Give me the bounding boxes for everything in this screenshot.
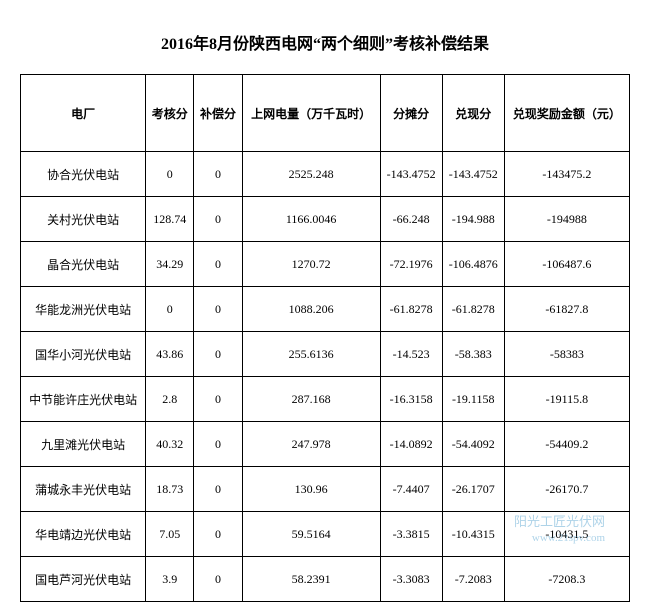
table-cell: 0 [194,332,242,377]
table-cell: -66.248 [380,197,442,242]
column-header: 考核分 [146,75,194,152]
table-cell: -26170.7 [504,467,629,512]
table-cell: 0 [146,152,194,197]
column-header: 电厂 [21,75,146,152]
table-cell: 1166.0046 [242,197,380,242]
table-cell: 255.6136 [242,332,380,377]
table-row: 晶合光伏电站34.2901270.72-72.1976-106.4876-106… [21,242,630,287]
table-cell: -7.4407 [380,467,442,512]
table-cell: 0 [194,377,242,422]
table-cell: 国华小河光伏电站 [21,332,146,377]
table-cell: -143.4752 [442,152,504,197]
table-cell: -194988 [504,197,629,242]
table-cell: -7.2083 [442,557,504,602]
table-cell: 协合光伏电站 [21,152,146,197]
table-row: 九里滩光伏电站40.320247.978-14.0892-54.4092-544… [21,422,630,467]
table-cell: 40.32 [146,422,194,467]
table-cell: 34.29 [146,242,194,287]
table-cell: -58.383 [442,332,504,377]
table-cell: -19.1158 [442,377,504,422]
table-cell: -106487.6 [504,242,629,287]
table-cell: 关村光伏电站 [21,197,146,242]
table-cell: 0 [194,152,242,197]
column-header: 兑现分 [442,75,504,152]
column-header: 分摊分 [380,75,442,152]
table-cell: 3.9 [146,557,194,602]
table-cell: 58.2391 [242,557,380,602]
page-title: 2016年8月份陕西电网“两个细则”考核补偿结果 [20,30,630,54]
table-cell: -54409.2 [504,422,629,467]
table-cell: -194.988 [442,197,504,242]
table-cell: -61.8278 [380,287,442,332]
table-cell: -26.1707 [442,467,504,512]
table-cell: 287.168 [242,377,380,422]
column-header: 补偿分 [194,75,242,152]
table-cell: -143.4752 [380,152,442,197]
table-cell: 中节能许庄光伏电站 [21,377,146,422]
table-cell: 128.74 [146,197,194,242]
table-cell: -7208.3 [504,557,629,602]
table-row: 中节能许庄光伏电站2.80287.168-16.3158-19.1158-191… [21,377,630,422]
table-cell: 0 [194,287,242,332]
table-cell: 华能龙洲光伏电站 [21,287,146,332]
table-row: 协合光伏电站002525.248-143.4752-143.4752-14347… [21,152,630,197]
table-cell: 43.86 [146,332,194,377]
table-cell: -14.0892 [380,422,442,467]
table-cell: 0 [194,197,242,242]
table-cell: 国电芦河光伏电站 [21,557,146,602]
table-cell: 晶合光伏电站 [21,242,146,287]
table-cell: -58383 [504,332,629,377]
table-cell: -106.4876 [442,242,504,287]
table-cell: -3.3815 [380,512,442,557]
table-cell: 0 [194,242,242,287]
table-cell: 7.05 [146,512,194,557]
table-cell: 1270.72 [242,242,380,287]
table-cell: 0 [194,512,242,557]
table-cell: 蒲城永丰光伏电站 [21,467,146,512]
table-cell: -10.4315 [442,512,504,557]
table-cell: -16.3158 [380,377,442,422]
table-row: 华能龙洲光伏电站001088.206-61.8278-61.8278-61827… [21,287,630,332]
table-row: 国电芦河光伏电站3.9058.2391-3.3083-7.2083-7208.3 [21,557,630,602]
table-cell: -61827.8 [504,287,629,332]
table-cell: 0 [194,557,242,602]
table-cell: 247.978 [242,422,380,467]
table-cell: 0 [146,287,194,332]
column-header: 兑现奖励金额（元） [504,75,629,152]
watermark-url: www.21spv.com [532,532,605,544]
table-cell: -14.523 [380,332,442,377]
table-cell: 华电靖边光伏电站 [21,512,146,557]
table-cell: 0 [194,467,242,512]
table-cell: 2.8 [146,377,194,422]
table-cell: -143475.2 [504,152,629,197]
table-cell: 18.73 [146,467,194,512]
column-header: 上网电量（万千瓦时） [242,75,380,152]
table-row: 国华小河光伏电站43.860255.6136-14.523-58.383-583… [21,332,630,377]
table-cell: -72.1976 [380,242,442,287]
table-cell: 九里滩光伏电站 [21,422,146,467]
table-row: 蒲城永丰光伏电站18.730130.96-7.4407-26.1707-2617… [21,467,630,512]
table-cell: -19115.8 [504,377,629,422]
table-cell: 130.96 [242,467,380,512]
table-row: 关村光伏电站128.7401166.0046-66.248-194.988-19… [21,197,630,242]
table-cell: -61.8278 [442,287,504,332]
table-cell: -54.4092 [442,422,504,467]
table-cell: 2525.248 [242,152,380,197]
table-cell: -3.3083 [380,557,442,602]
watermark-text: 阳光工匠光伏网 [514,511,605,530]
table-cell: 1088.206 [242,287,380,332]
table-cell: 0 [194,422,242,467]
table-cell: 59.5164 [242,512,380,557]
